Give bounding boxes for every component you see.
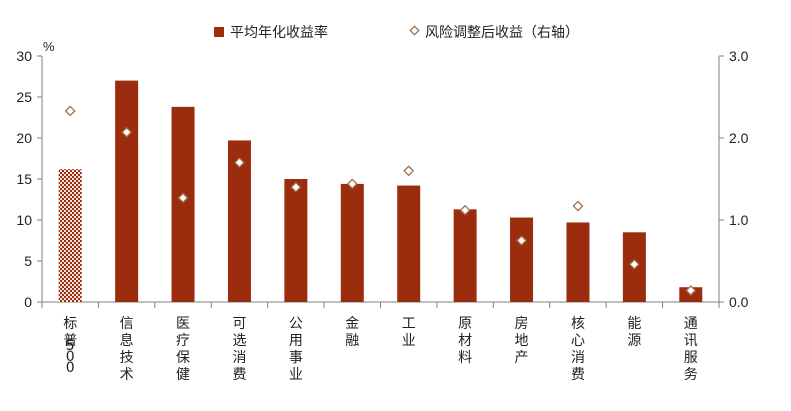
category-label-8: 房地产 [515, 316, 529, 366]
category-label-6: 工业 [402, 316, 416, 349]
y-axis-left-ticks: 0 5 10 15 20 25 30 [16, 48, 42, 310]
y-left-tick-label: 20 [16, 130, 32, 146]
marker-6 [403, 165, 415, 177]
marker-10 [628, 258, 640, 270]
y-left-tick-label: 25 [16, 89, 32, 105]
bar-5 [340, 183, 364, 302]
y-left-tick-label: 10 [16, 212, 32, 228]
bar-7 [453, 209, 477, 302]
category-label-4: 公用事业 [289, 316, 303, 383]
legend-label-bar: 平均年化收益率 [230, 24, 328, 41]
marker-series [64, 105, 697, 296]
y-right-tick-label: 2.0 [729, 130, 749, 146]
category-label-7: 原材料 [458, 316, 472, 366]
bar-0 [58, 169, 82, 302]
legend: 平均年化收益率 风险调整后收益（右轴） [214, 24, 579, 41]
bar-9 [566, 222, 590, 302]
x-axis-ticks [41, 302, 720, 308]
category-label-0: 标普5 0 0 [63, 316, 77, 376]
y-left-tick-label: 30 [16, 48, 32, 64]
category-label-5: 金融 [345, 316, 359, 349]
marker-5 [346, 178, 358, 190]
category-label-11: 通讯服务 [684, 316, 698, 383]
marker-0 [64, 105, 76, 117]
bar-series [58, 80, 703, 302]
category-label-2: 医疗保健 [176, 316, 190, 383]
category-label-9: 核心消费 [571, 316, 585, 383]
marker-11 [685, 285, 697, 296]
y-right-tick-label: 0.0 [729, 294, 749, 310]
legend-label-marker: 风险调整后收益（右轴） [425, 25, 579, 41]
bar-4 [284, 179, 308, 302]
marker-2 [177, 192, 189, 204]
bar-3 [227, 140, 251, 302]
legend-swatch-marker [409, 25, 420, 36]
category-label-10: 能源 [627, 316, 641, 349]
marker-9 [572, 200, 584, 212]
marker-3 [234, 157, 245, 169]
y-left-tick-label: 5 [24, 253, 32, 269]
bar-1 [115, 80, 139, 302]
y-left-tick-label: 15 [16, 171, 32, 187]
y-left-tick-label: 0 [24, 294, 32, 310]
y-axis-right-ticks: 0.0 1.0 2.0 3.0 [719, 48, 749, 310]
legend-swatch-bar [214, 27, 224, 37]
marker-4 [290, 181, 302, 193]
bar-8 [510, 217, 534, 302]
category-label-3: 可选消费 [232, 316, 246, 383]
marker-8 [516, 235, 527, 246]
category-labels: 标普5 0 0 信息技术 医疗保健 可选消费 公用事业 金融 工业 原材料 房地产 核心消费 能源 通讯服… [63, 316, 698, 383]
y-axis-unit: % [43, 39, 55, 54]
marker-1 [121, 126, 133, 138]
y-right-tick-label: 1.0 [729, 212, 749, 228]
category-label-1: 信息技术 [120, 316, 134, 383]
y-right-tick-label: 3.0 [729, 48, 749, 64]
marker-7 [459, 204, 471, 216]
bar-6 [397, 185, 421, 302]
bar-2 [171, 106, 195, 302]
